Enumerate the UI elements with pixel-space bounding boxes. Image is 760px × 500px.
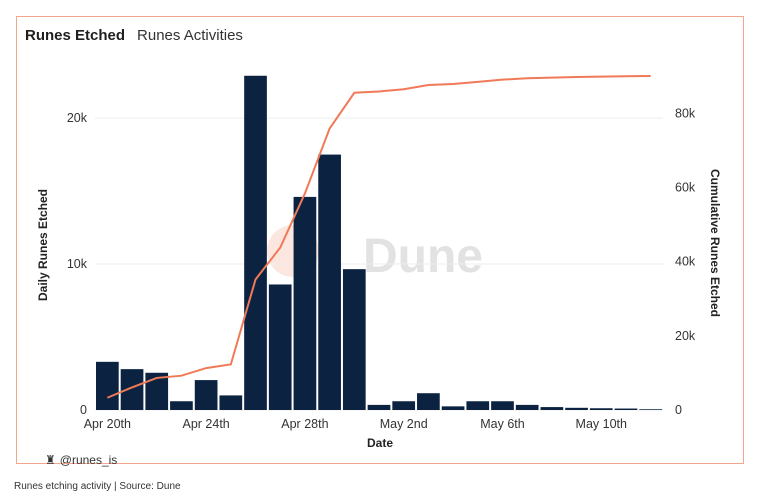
x-tick: Apr 28th	[281, 417, 328, 431]
left-axis-ticks: 0 10k 20k	[67, 111, 88, 417]
y-left-tick: 0	[80, 403, 87, 417]
watermark-text: Dune	[363, 230, 483, 283]
bar-2024-05-12	[639, 409, 662, 410]
bar-2024-04-21	[120, 369, 144, 410]
x-tick: May 6th	[480, 417, 525, 431]
y-right-tick: 60k	[675, 181, 696, 195]
author-handle[interactable]: ♜ @runes_is	[45, 453, 117, 467]
bar-2024-05-10	[589, 408, 613, 410]
chart-card: Runes Etched Runes Activities Dune 0 10k 2…	[16, 16, 744, 467]
author-handle-text: @runes_is	[59, 453, 118, 467]
chart-title[interactable]: Runes Etched	[25, 27, 126, 44]
figure-caption: Runes etching activity | Source: Dune	[14, 481, 181, 492]
card-header: Runes Etched Runes Activities	[25, 27, 243, 44]
bar-2024-05-11	[614, 408, 638, 410]
bar-2024-05-08	[540, 407, 564, 410]
y-right-tick: 20k	[675, 329, 696, 343]
bar-2024-05-05	[466, 401, 490, 410]
x-tick: Apr 24th	[182, 417, 229, 431]
x-tick: May 10th	[576, 417, 627, 431]
bar-2024-04-28	[293, 196, 317, 410]
y-right-tick: 80k	[675, 106, 696, 120]
bar-2024-05-01	[367, 404, 391, 410]
user-icon: ♜	[45, 453, 56, 467]
y-right-tick: 0	[675, 403, 682, 417]
y-left-tick: 20k	[67, 111, 88, 125]
x-tick: May 2nd	[380, 417, 428, 431]
x-axis-label: Date	[367, 436, 393, 450]
x-axis-ticks: Apr 20th Apr 24th Apr 28th May 2nd May 6th Ma…	[84, 417, 627, 431]
bar-2024-05-06	[491, 401, 514, 410]
cumulative-line	[106, 75, 651, 399]
bar-2024-04-20	[96, 361, 119, 410]
bar-2024-05-07	[515, 404, 539, 410]
bar-2024-05-02	[392, 401, 416, 410]
bar-2024-04-27	[268, 284, 292, 410]
bar-2024-04-29	[318, 154, 341, 410]
bars	[96, 75, 662, 410]
bar-2024-04-23	[170, 401, 193, 410]
bar-2024-05-04	[441, 406, 465, 410]
y-axis-right-label: Cumulative Runes Etched	[708, 169, 722, 317]
right-axis-ticks: 0 20k 40k 60k 80k	[675, 106, 696, 417]
bar-2024-04-30	[342, 269, 366, 410]
bar-2024-05-03	[417, 393, 440, 410]
y-axis-left-label: Daily Runes Etched	[36, 189, 50, 301]
y-left-tick: 10k	[67, 257, 88, 271]
bar-2024-05-09	[565, 407, 588, 410]
y-right-tick: 40k	[675, 255, 696, 269]
bar-2024-04-24	[194, 380, 218, 410]
bar-2024-04-26	[244, 75, 267, 410]
bar-2024-04-25	[219, 395, 243, 410]
chart-subtitle[interactable]: Runes Activities	[137, 27, 243, 44]
x-tick: Apr 20th	[84, 417, 131, 431]
grid	[95, 117, 663, 411]
cumulative-line-path	[106, 75, 651, 399]
bar-2024-04-22	[145, 372, 169, 410]
